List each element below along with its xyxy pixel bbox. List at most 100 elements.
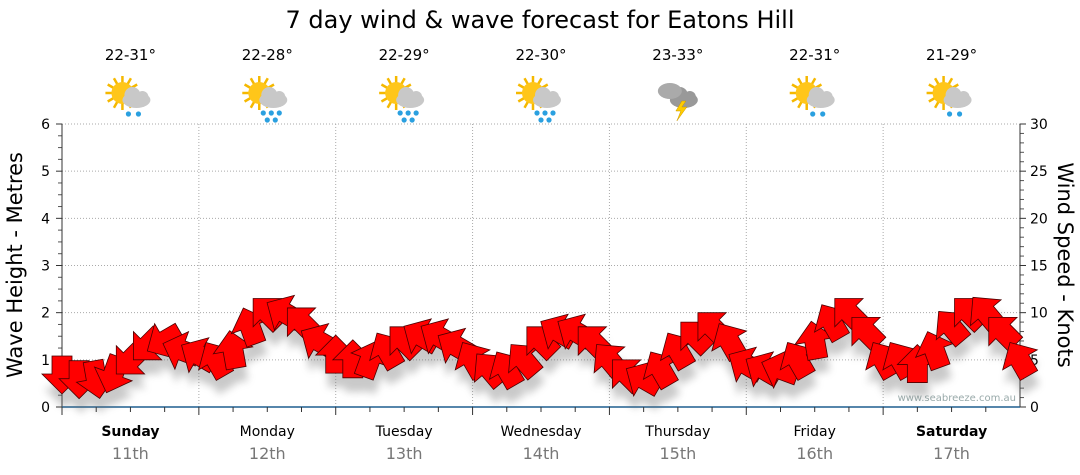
wind-arrow [794,320,836,361]
rain-drop [409,117,415,123]
rain-drop [397,110,403,116]
wind-arrow [988,316,1024,352]
temperature-range: 22-28° [242,46,293,64]
sun-ray [386,77,393,85]
rain-drop [405,110,411,116]
cloud [398,87,415,103]
y-right-tick-label: 5 [1030,353,1039,369]
day-label: Tuesday [375,424,433,440]
sun-ray [797,101,803,109]
sun-ray [933,77,940,85]
rain-drop [546,117,552,123]
wind-arrow [935,311,972,348]
sun-ray [810,77,817,85]
sun-ray [791,96,799,103]
cloud [657,83,682,99]
rain-drop [820,111,826,117]
sun-ray [517,83,525,90]
sun-ray [249,77,256,85]
y-axis-right-label: Wind Speed - Knots [1053,162,1077,367]
wind-arrow [1002,342,1039,381]
sun-cloud-rain-icon [516,76,561,123]
sun-ray [386,101,393,109]
sun-ray [112,77,119,85]
wind-arrow [914,331,955,372]
sun-ray [517,96,525,103]
sun-ray [791,83,799,90]
rain-drop [268,110,274,116]
sun-ray [243,96,252,103]
cloud [136,91,149,103]
cloud [410,91,423,103]
y-right-tick-label: 0 [1030,400,1039,416]
wind-arrows [41,294,1039,400]
sun-ray [243,83,252,90]
date-label: 12th [249,444,286,463]
rain-drop [276,110,282,116]
lightning-bolt [675,100,688,122]
temperature-range: 22-31° [105,46,156,64]
cloud [808,87,825,103]
date-label: 15th [659,444,696,463]
sun-ray [400,77,406,85]
y-right-tick-label: 15 [1030,259,1048,275]
wind-arrow [508,344,544,381]
y-left-tick-label: 4 [41,211,50,227]
y-left-tick-label: 2 [41,306,50,322]
rain-drop [946,111,953,117]
watermark: www.seabreeze.com.au [898,393,1016,404]
cloud [957,91,970,103]
rain-drop [413,110,419,116]
y-right-tick-label: 25 [1030,164,1048,180]
y-left-tick-label: 6 [41,117,50,133]
cloud [547,91,559,103]
rain-drop [260,110,266,116]
cloud [683,91,696,103]
cloud [273,91,286,103]
date-label: 17th [933,444,970,463]
rain-drop [542,110,548,116]
day-label: Thursday [644,424,710,440]
sun-ray [249,101,256,109]
date-label: 11th [112,444,149,463]
temperature-range: 22-29° [379,46,430,64]
rain-drop [401,117,407,123]
wind-arrow [851,316,887,352]
sun-ray [523,101,530,109]
sun-ray [126,77,133,85]
day-label: Sunday [101,424,159,440]
sun-ray [112,101,119,109]
sun-ray [933,101,940,109]
axes: 0 1 2 3 4 5 6 0 5 10 15 20 25 30 [41,117,1048,416]
y-left-tick-label: 5 [41,164,50,180]
day-label: Wednesday [500,424,581,440]
sun-ray [797,77,803,85]
sun-cloud-light-rain-icon [789,76,835,117]
wind-arrow [526,326,562,362]
sun-ray [380,96,389,103]
sun-ray [107,96,115,103]
sun-ray [263,77,269,85]
rain-drop [810,111,816,117]
y-left-tick-label: 0 [41,400,50,416]
day-label: Saturday [916,424,987,440]
sun-ray [947,77,954,85]
cloud [261,87,278,103]
cloud [820,91,833,103]
y-right-tick-label: 30 [1030,117,1048,133]
thunderstorm-icon [657,83,698,122]
rain-drop [125,111,132,117]
sun-ray [380,83,389,90]
chart-title: 7 day wind & wave forecast for Eatons Hi… [286,6,795,34]
y-axis-left-label: Wave Height - Metres [3,152,27,378]
date-label: 16th [796,444,833,463]
rain-drop [550,110,556,116]
y-left-tick-label: 1 [41,353,50,369]
cloud [535,87,551,103]
temperature-range: 21-29° [926,46,977,64]
sun-ray [928,96,936,103]
sun-ray [107,83,115,90]
wind-arrow [212,330,254,371]
temperature-range: 23-33° [652,46,703,64]
